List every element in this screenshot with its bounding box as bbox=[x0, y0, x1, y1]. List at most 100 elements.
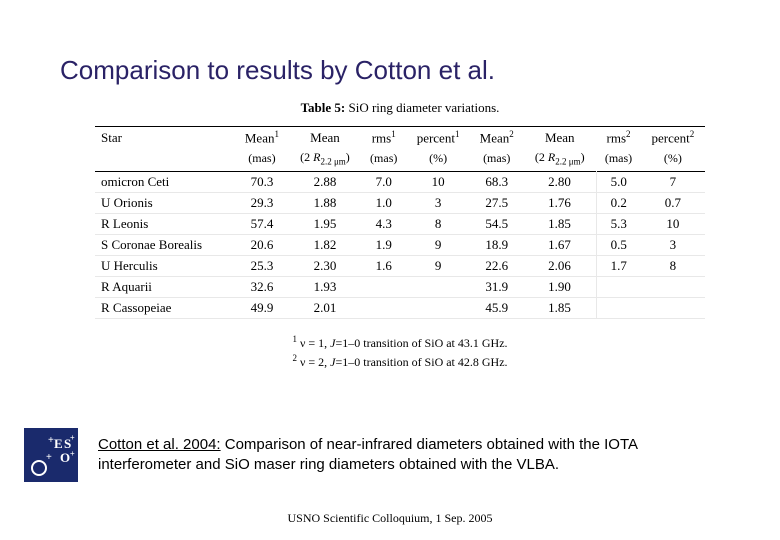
table-cell: 5.3 bbox=[596, 213, 641, 234]
table-cell: 9 bbox=[406, 255, 470, 276]
col-star: Star bbox=[95, 127, 235, 149]
svg-text:+: + bbox=[70, 449, 75, 458]
table-cell: 8 bbox=[641, 255, 705, 276]
table-row: U Orionis29.31.881.0327.51.760.20.7 bbox=[95, 192, 705, 213]
table-cell: 70.3 bbox=[235, 171, 288, 192]
table-cell: 18.9 bbox=[470, 234, 523, 255]
table-row: R Aquarii32.61.9331.91.90 bbox=[95, 276, 705, 297]
col-mean2: Mean2 bbox=[470, 127, 523, 149]
unit-r2: (2 R2.2 μm) bbox=[523, 148, 596, 171]
table-cell: omicron Ceti bbox=[95, 171, 235, 192]
table-cell: 7.0 bbox=[361, 171, 406, 192]
col-pct2: percent2 bbox=[641, 127, 705, 149]
table-cell: 10 bbox=[406, 171, 470, 192]
unit-mas1: (mas) bbox=[235, 148, 288, 171]
table-cell: 3 bbox=[406, 192, 470, 213]
table-cell: U Orionis bbox=[95, 192, 235, 213]
table-cell bbox=[361, 276, 406, 297]
table-cell: 1.9 bbox=[361, 234, 406, 255]
col-mean1: Mean1 bbox=[235, 127, 288, 149]
table-cell: 29.3 bbox=[235, 192, 288, 213]
table-cell: 1.95 bbox=[289, 213, 362, 234]
table-cell: 1.88 bbox=[289, 192, 362, 213]
table-row: S Coronae Borealis20.61.821.9918.91.670.… bbox=[95, 234, 705, 255]
table-cell: 1.85 bbox=[523, 297, 596, 318]
table-caption: Table 5: SiO ring diameter variations. bbox=[95, 100, 705, 116]
table-cell: 20.6 bbox=[235, 234, 288, 255]
figure-caption: Cotton et al. 2004: Comparison of near-i… bbox=[98, 435, 698, 474]
table-cell bbox=[641, 276, 705, 297]
table-cell: R Cassopeiae bbox=[95, 297, 235, 318]
slide-footer: USNO Scientific Colloquium, 1 Sep. 2005 bbox=[0, 511, 780, 526]
table-row: R Cassopeiae49.92.01 45.91.85 bbox=[95, 297, 705, 318]
table-cell: 3 bbox=[641, 234, 705, 255]
table-cell: 4.3 bbox=[361, 213, 406, 234]
unit-pct1: (%) bbox=[406, 148, 470, 171]
table-footnotes: 1 ν = 1, J=1–0 transition of SiO at 43.1… bbox=[95, 333, 705, 371]
table-cell bbox=[596, 276, 641, 297]
table-cell: 45.9 bbox=[470, 297, 523, 318]
table-cell: 54.5 bbox=[470, 213, 523, 234]
svg-text:+: + bbox=[46, 452, 52, 463]
table-cell: 1.0 bbox=[361, 192, 406, 213]
footnote-1: 1 ν = 1, J=1–0 transition of SiO at 43.1… bbox=[95, 333, 705, 352]
table-cell bbox=[641, 297, 705, 318]
table-cell: 1.67 bbox=[523, 234, 596, 255]
table-cell: 2.88 bbox=[289, 171, 362, 192]
table-cell: 49.9 bbox=[235, 297, 288, 318]
table-cell: 31.9 bbox=[470, 276, 523, 297]
table-cell: 8 bbox=[406, 213, 470, 234]
table-cell: 2.30 bbox=[289, 255, 362, 276]
table-cell: R Leonis bbox=[95, 213, 235, 234]
table-cell: 1.7 bbox=[596, 255, 641, 276]
table-caption-label: Table 5: bbox=[301, 100, 346, 115]
col-rms2: rms2 bbox=[596, 127, 641, 149]
table-cell: 2.01 bbox=[289, 297, 362, 318]
table-cell: 5.0 bbox=[596, 171, 641, 192]
table-cell: 0.2 bbox=[596, 192, 641, 213]
eso-logo-icon: E S O + + + + bbox=[24, 428, 78, 482]
table-cell: 32.6 bbox=[235, 276, 288, 297]
table-cell: 0.7 bbox=[641, 192, 705, 213]
unit-rms2: (mas) bbox=[596, 148, 641, 171]
table-cell bbox=[406, 276, 470, 297]
svg-text:E: E bbox=[54, 436, 63, 451]
table-cell bbox=[361, 297, 406, 318]
footnote-2: 2 ν = 2, J=1–0 transition of SiO at 42.8… bbox=[95, 352, 705, 371]
table-cell: 9 bbox=[406, 234, 470, 255]
unit-mas2: (mas) bbox=[470, 148, 523, 171]
col-mean-r1: Mean bbox=[289, 127, 362, 149]
table-row: U Herculis25.32.301.6922.62.061.78 bbox=[95, 255, 705, 276]
table-cell: 1.93 bbox=[289, 276, 362, 297]
table-row: R Leonis57.41.954.3854.51.855.310 bbox=[95, 213, 705, 234]
unit-rms1: (mas) bbox=[361, 148, 406, 171]
unit-pct2: (%) bbox=[641, 148, 705, 171]
table-cell: 1.76 bbox=[523, 192, 596, 213]
table-cell: 2.80 bbox=[523, 171, 596, 192]
table-cell: 25.3 bbox=[235, 255, 288, 276]
col-mean-r2: Mean bbox=[523, 127, 596, 149]
table-cell: 2.06 bbox=[523, 255, 596, 276]
table-caption-text: SiO ring diameter variations. bbox=[349, 100, 500, 115]
table-cell: 0.5 bbox=[596, 234, 641, 255]
table-row: omicron Ceti70.32.887.01068.32.805.07 bbox=[95, 171, 705, 192]
unit-r1: (2 R2.2 μm) bbox=[289, 148, 362, 171]
table-cell: 57.4 bbox=[235, 213, 288, 234]
svg-text:+: + bbox=[48, 435, 54, 446]
svg-text:O: O bbox=[60, 450, 70, 465]
table-cell: 22.6 bbox=[470, 255, 523, 276]
table-cell: U Herculis bbox=[95, 255, 235, 276]
table-cell: 68.3 bbox=[470, 171, 523, 192]
table-cell: R Aquarii bbox=[95, 276, 235, 297]
svg-text:+: + bbox=[70, 433, 75, 442]
table-cell: 7 bbox=[641, 171, 705, 192]
data-table: Star Mean1 Mean rms1 percent1 Mean2 Mean… bbox=[95, 126, 705, 319]
table-cell: 1.6 bbox=[361, 255, 406, 276]
data-table-block: Table 5: SiO ring diameter variations. S… bbox=[95, 100, 705, 371]
col-rms1: rms1 bbox=[361, 127, 406, 149]
slide-title: Comparison to results by Cotton et al. bbox=[60, 55, 495, 86]
table-cell: 1.82 bbox=[289, 234, 362, 255]
table-cell: 27.5 bbox=[470, 192, 523, 213]
table-cell: 10 bbox=[641, 213, 705, 234]
table-cell: 1.85 bbox=[523, 213, 596, 234]
